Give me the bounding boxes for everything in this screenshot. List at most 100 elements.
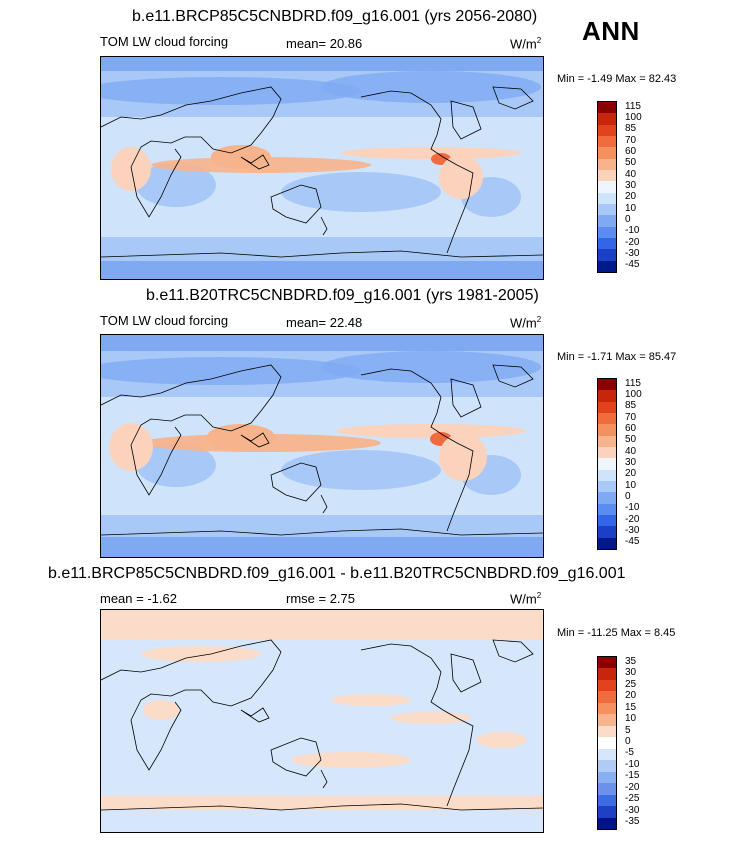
panel3-colorbar-tick: -30 [625,804,640,816]
panel2-colorbar-tick: 10 [625,479,637,491]
panel1-minmax: Min = -1.49 Max = 82.43 [557,73,677,85]
panel3-colorbar-swatch [598,725,616,738]
panel3-colorbar-tick: -35 [625,816,640,828]
panel3-colorbar-tick: 15 [625,701,637,713]
panel1-colorbar-tick: -45 [625,259,640,271]
panel1-colorbar-swatch [598,249,616,261]
panel3-colorbar-swatch [598,817,616,830]
panel2-colorbar-tick: -10 [625,502,640,514]
panel2-colorbar-swatch [598,446,616,459]
panel2-units: W/m2 [510,315,542,331]
panel1-units: W/m2 [510,36,542,52]
panel1-colorbar-swatch [598,226,616,238]
panel2-colorbar-tick: -45 [625,536,640,548]
panel2-colorbar-tick: 30 [625,457,637,468]
panel3-title: b.e11.BRCP85C5CNBDRD.f09_g16.001 - b.e11… [48,565,626,582]
panel3-colorbar-swatch [598,737,616,749]
panel3-colorbar-swatch [598,691,616,703]
panel2-minmax: Min = -1.71 Max = 85.47 [557,351,677,363]
panel2-colorbar-swatch [598,537,616,549]
panel3-colorbar-swatch [598,657,616,669]
panel1-mean: mean= 20.86 [286,36,363,51]
panel3-colorbar-tick: -25 [625,793,640,805]
panel2-colorbar-swatch [598,514,616,527]
panel2-colorbar [597,378,617,550]
panel3-map [100,609,544,833]
panel1-colorbar-tick: 60 [625,146,637,157]
panel2-colorbar-tick: 20 [625,468,637,480]
panel1-colorbar-swatch [598,203,616,216]
panel2-colorbar-tick: 115 [625,377,641,389]
panel1-map [100,56,544,280]
panel1-colorbar-tick: 115 [625,100,641,112]
panel3-colorbar-tick: 10 [625,713,637,725]
panel3-colorbar-tick: 20 [625,690,637,702]
panel3-colorbar-swatch [598,668,616,680]
panel3-colorbar-tick: 0 [625,736,631,747]
panel1-colorbar-swatch [598,260,616,272]
panel2-colorbar-swatch [598,480,616,493]
panel3-colorbar-swatch [598,794,616,807]
panel2-colorbar-tick: 70 [625,411,637,423]
panel3-rmse: rmse = 2.75 [286,591,356,606]
panel2-map [100,334,544,558]
panel2-colorbar-swatch [598,379,616,391]
panel2-mean: mean= 22.48 [286,315,363,330]
panel3-colorbar-swatch [598,748,616,761]
panel2-colorbar-tick: -30 [625,525,640,536]
panel2-map-svg [101,335,543,557]
panel2-colorbar-swatch [598,469,616,481]
panel1-colorbar-tick: -20 [625,236,640,248]
panel1-colorbar-swatch [598,169,616,182]
panel1-colorbar-tick: -10 [625,225,640,237]
panel3-colorbar-tick: -15 [625,770,640,782]
panel3-colorbar-swatch [598,679,616,692]
panel2-colorbar-swatch [598,390,616,402]
panel3-map-svg [101,610,543,832]
panel1-colorbar-tick: -30 [625,248,640,259]
panel3-colorbar-swatch [598,702,616,715]
panel1-title: b.e11.BRCP85C5CNBDRD.f09_g16.001 (yrs 20… [132,8,538,25]
panel2-colorbar-tick: 85 [625,400,637,412]
panel2-colorbar-swatch [598,526,616,538]
panel3-colorbar [597,656,617,830]
panel3-colorbar-tick: -5 [625,747,634,759]
panel1-colorbar-tick: 30 [625,180,637,191]
panel2-colorbar-tick: 60 [625,423,637,434]
panel1-colorbar-swatch [598,135,616,148]
panel1-colorbar-swatch [598,158,616,170]
panel2-colorbar-swatch [598,492,616,504]
panel1-colorbar-tick: 85 [625,123,637,135]
panel2-colorbar-tick: 100 [625,389,642,400]
panel1-colorbar-swatch [598,113,616,125]
panel2-colorbar-tick: -20 [625,513,640,525]
panel1-colorbar-swatch [598,102,616,114]
panel1-colorbar-tick: 70 [625,134,637,146]
panel2-colorbar-swatch [598,435,616,447]
panel2-colorbar-tick: 50 [625,434,637,446]
panel2-colorbar-swatch [598,412,616,425]
panel1-colorbar-tick: 40 [625,168,637,180]
panel3-minmax: Min = -11.25 Max = 8.45 [557,627,676,639]
panel2-colorbar-swatch [598,424,616,436]
panel1-colorbar-swatch [598,147,616,159]
panel2-colorbar-swatch [598,401,616,413]
panel1-colorbar-swatch [598,192,616,204]
panel3-units: W/m2 [510,591,542,607]
panel1-colorbar-tick: 20 [625,191,637,203]
panel3-colorbar-tick: -10 [625,758,640,770]
panel1-map-svg [101,57,543,279]
panel1-colorbar-tick: 100 [625,112,642,123]
panel2-colorbar-swatch [598,458,616,470]
panel2-colorbar-swatch [598,503,616,515]
panel1-colorbar-swatch [598,181,616,193]
panel2-colorbar-tick: 40 [625,445,637,457]
panel2-variable: TOM LW cloud forcing [100,313,229,328]
panel3-colorbar-tick: 30 [625,667,637,679]
panel3-colorbar-swatch [598,806,616,818]
panel2-title: b.e11.B20TRC5CNBDRD.f09_g16.001 (yrs 198… [146,287,539,304]
season-label: ANN [582,16,640,46]
panel3-colorbar-tick: 25 [625,678,637,690]
panel1-colorbar-swatch [598,124,616,136]
panel3-colorbar-swatch [598,783,616,795]
